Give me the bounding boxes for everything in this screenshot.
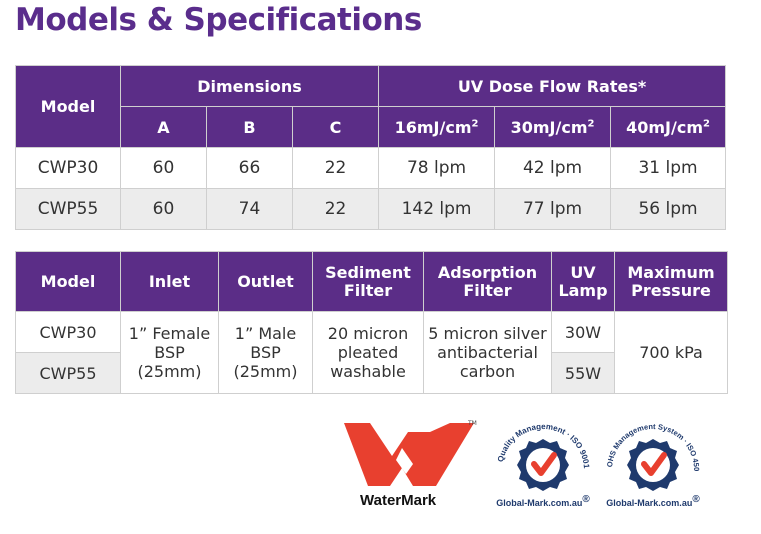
cell-uv-30: 77 lpm bbox=[494, 188, 612, 230]
cell-model: CWP55 bbox=[15, 352, 121, 394]
dimensions-table: Model Dimensions UV Dose Flow Rates* A B… bbox=[15, 65, 727, 230]
cell-dim-b: 74 bbox=[206, 188, 293, 230]
header-dim-b: B bbox=[206, 106, 293, 148]
badge-url: Global-Mark.com.au bbox=[606, 498, 693, 508]
cell-model: CWP55 bbox=[15, 188, 121, 230]
header-uv-dose: UV Dose Flow Rates* bbox=[378, 65, 727, 107]
header-dim-c: C bbox=[291, 106, 380, 148]
cell-uv-16: 78 lpm bbox=[378, 147, 496, 189]
header-model: Model bbox=[15, 65, 121, 148]
badge-url: Global-Mark.com.au bbox=[496, 498, 583, 508]
trademark-mark: TM bbox=[468, 420, 477, 427]
table-row: CWP55 60 74 22 142 lpm 77 lpm 56 lpm bbox=[15, 188, 727, 230]
cell-dim-c: 22 bbox=[291, 147, 380, 189]
header-uv-lamp: UV Lamp bbox=[551, 251, 615, 312]
cell-inlet: 1” Female BSP (25mm) bbox=[120, 311, 219, 394]
iso-45001-badge: OHS Management System · ISO 45001 Global… bbox=[596, 411, 708, 518]
cell-uv-30: 42 lpm bbox=[494, 147, 612, 189]
cell-pressure: 700 kPa bbox=[614, 311, 728, 394]
cell-dim-c: 22 bbox=[291, 188, 380, 230]
watermark-logo: TM WaterMark bbox=[340, 418, 480, 518]
header-outlet: Outlet bbox=[218, 251, 313, 312]
table-row: CWP30 1” Female BSP (25mm) 1” Male BSP (25mm… bbox=[15, 311, 728, 394]
header-uv-30: 30mJ/cm2 bbox=[494, 106, 612, 148]
header-inlet: Inlet bbox=[120, 251, 219, 312]
cell-dim-a: 60 bbox=[120, 147, 207, 189]
table-row: CWP55 55W bbox=[15, 352, 728, 394]
header-uv-40: 40mJ/cm2 bbox=[610, 106, 727, 148]
cell-outlet: 1” Male BSP (25mm) bbox=[218, 311, 313, 394]
header-uv-16: 16mJ/cm2 bbox=[378, 106, 496, 148]
cell-model: CWP30 bbox=[15, 311, 121, 353]
header-adsorption-filter: Adsorption Filter bbox=[423, 251, 552, 312]
certification-logos: TM WaterMark Quality Management · ISO 90… bbox=[340, 411, 720, 518]
specifications-table: Model Inlet Outlet Sediment Filter Adsorp… bbox=[15, 251, 728, 394]
cell-sediment: 20 micron pleated washable bbox=[312, 311, 424, 394]
table-row: CWP30 60 66 22 78 lpm 42 lpm 31 lpm bbox=[15, 147, 727, 189]
cell-model: CWP30 bbox=[15, 147, 121, 189]
cell-uv-16: 142 lpm bbox=[378, 188, 496, 230]
watermark-w-icon bbox=[344, 423, 474, 486]
header-model: Model bbox=[15, 251, 121, 312]
cell-uv-40: 56 lpm bbox=[610, 188, 727, 230]
page-title: Models & Specifications bbox=[15, 2, 422, 38]
cell-dim-b: 66 bbox=[206, 147, 293, 189]
header-dim-a: A bbox=[120, 106, 207, 148]
cell-uv-40: 31 lpm bbox=[610, 147, 727, 189]
header-dimensions: Dimensions bbox=[119, 65, 380, 107]
iso-9001-badge: Quality Management · ISO 9001 Global-Mar… bbox=[488, 418, 598, 518]
header-sediment-filter: Sediment Filter bbox=[312, 251, 424, 312]
iso-45001-seal-icon: OHS Management System · ISO 45001 bbox=[596, 411, 701, 491]
iso-9001-seal-icon: Quality Management · ISO 9001 bbox=[496, 422, 591, 491]
cell-adsorption: 5 micron silver antibacterial carbon bbox=[423, 311, 552, 394]
cell-lamp: 55W bbox=[551, 352, 615, 394]
header-max-pressure: Maximum Pressure bbox=[614, 251, 728, 312]
cell-dim-a: 60 bbox=[120, 188, 207, 230]
cell-lamp: 30W bbox=[551, 311, 615, 353]
watermark-label: WaterMark bbox=[360, 492, 437, 509]
